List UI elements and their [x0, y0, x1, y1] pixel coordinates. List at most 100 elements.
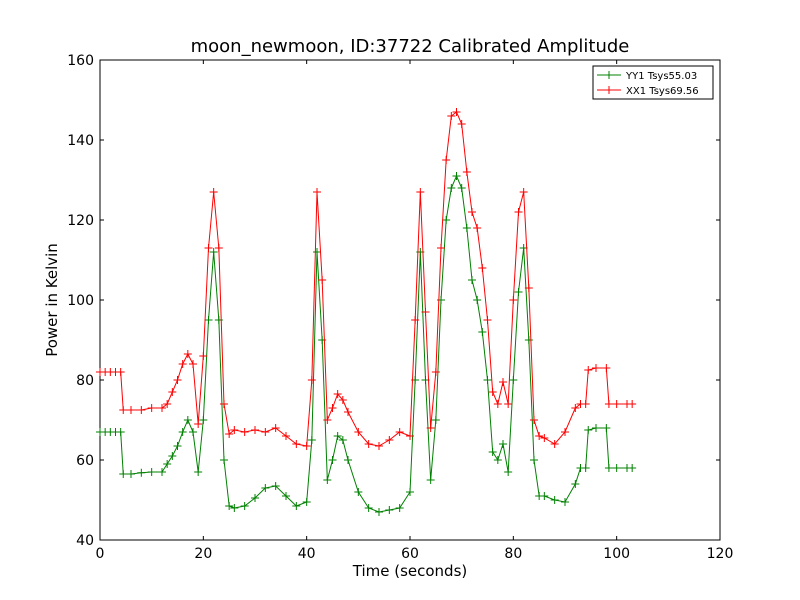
data-point — [437, 244, 445, 252]
y-tick-label: 120 — [67, 213, 94, 229]
data-point — [214, 244, 223, 252]
x-tick-label: 0 — [96, 546, 105, 562]
data-point — [406, 488, 414, 496]
data-point — [313, 248, 321, 256]
series-2 — [96, 108, 637, 450]
data-point — [571, 404, 580, 412]
data-point — [158, 404, 166, 412]
legend-label: YY1 Tsys55.03 — [625, 71, 697, 82]
x-tick-label: 80 — [504, 546, 522, 562]
legend-label: XX1 Tsys69.56 — [626, 86, 699, 97]
data-point — [251, 426, 259, 434]
data-point — [509, 296, 518, 304]
data-point — [119, 406, 128, 414]
data-point — [364, 440, 373, 448]
x-tick-label: 60 — [401, 546, 419, 562]
data-point — [230, 504, 239, 512]
data-point — [354, 428, 363, 436]
data-point — [307, 436, 316, 444]
data-point — [375, 508, 383, 516]
data-point — [395, 428, 404, 436]
data-point — [178, 360, 187, 368]
data-point — [307, 376, 316, 384]
data-point — [416, 188, 425, 196]
legend-box — [592, 65, 714, 100]
y-tick-label: 140 — [67, 133, 94, 149]
data-point — [271, 424, 280, 432]
data-point — [411, 316, 420, 324]
data-point — [462, 168, 471, 176]
data-point — [395, 504, 404, 512]
data-point — [240, 502, 249, 510]
data-point — [204, 316, 213, 324]
data-point — [483, 376, 492, 384]
data-point — [442, 156, 451, 164]
data-point — [282, 432, 290, 440]
data-point — [509, 376, 518, 384]
data-point — [173, 376, 182, 384]
data-point — [592, 424, 600, 432]
data-point — [584, 426, 593, 434]
data-point — [504, 400, 513, 408]
data-point — [127, 406, 135, 414]
data-point — [462, 224, 471, 232]
data-point — [514, 208, 523, 216]
data-point — [493, 456, 502, 464]
data-point — [478, 328, 487, 336]
data-point — [457, 120, 466, 128]
data-point — [116, 368, 125, 376]
data-point — [468, 208, 476, 216]
data-point — [230, 426, 239, 434]
data-point — [473, 296, 482, 304]
data-point — [127, 470, 135, 478]
data-point — [323, 476, 332, 484]
data-point — [478, 264, 487, 272]
data-point — [194, 420, 203, 428]
data-point — [318, 276, 327, 284]
data-point — [375, 442, 383, 450]
data-point — [302, 498, 311, 506]
data-point — [183, 350, 192, 358]
data-point — [147, 468, 156, 476]
data-point — [147, 404, 156, 412]
data-point — [431, 368, 440, 376]
data-point — [183, 416, 192, 424]
y-tick-label: 100 — [67, 293, 94, 309]
data-point — [550, 440, 559, 448]
data-point — [561, 428, 569, 436]
data-point — [540, 492, 549, 500]
data-point — [189, 360, 197, 368]
data-point — [530, 456, 538, 464]
data-point — [328, 456, 337, 464]
data-point — [447, 112, 456, 120]
data-point — [530, 416, 538, 424]
chart-title: moon_newmoon, ID:37722 Calibrated Amplit… — [191, 36, 630, 57]
data-point — [199, 352, 208, 360]
data-point — [178, 428, 187, 436]
data-point — [194, 468, 203, 476]
data-point — [431, 416, 440, 424]
data-point — [612, 400, 621, 408]
data-point — [209, 248, 218, 256]
data-point — [173, 442, 182, 450]
data-point — [561, 498, 569, 506]
y-tick-label: 60 — [76, 453, 94, 469]
data-point — [323, 416, 332, 424]
data-point — [493, 400, 502, 408]
series-layer — [96, 108, 637, 516]
data-point — [220, 456, 228, 464]
data-point — [426, 424, 435, 432]
data-point — [338, 436, 347, 444]
y-tick-label: 80 — [76, 373, 94, 389]
data-point — [499, 378, 507, 386]
data-point — [602, 364, 611, 372]
data-point — [468, 276, 476, 284]
data-point — [119, 470, 128, 478]
data-point — [473, 224, 482, 232]
data-point — [292, 502, 301, 510]
data-point — [225, 502, 234, 510]
data-point — [604, 464, 613, 472]
data-point — [302, 442, 311, 450]
data-point — [163, 400, 172, 408]
data-point — [168, 388, 177, 396]
